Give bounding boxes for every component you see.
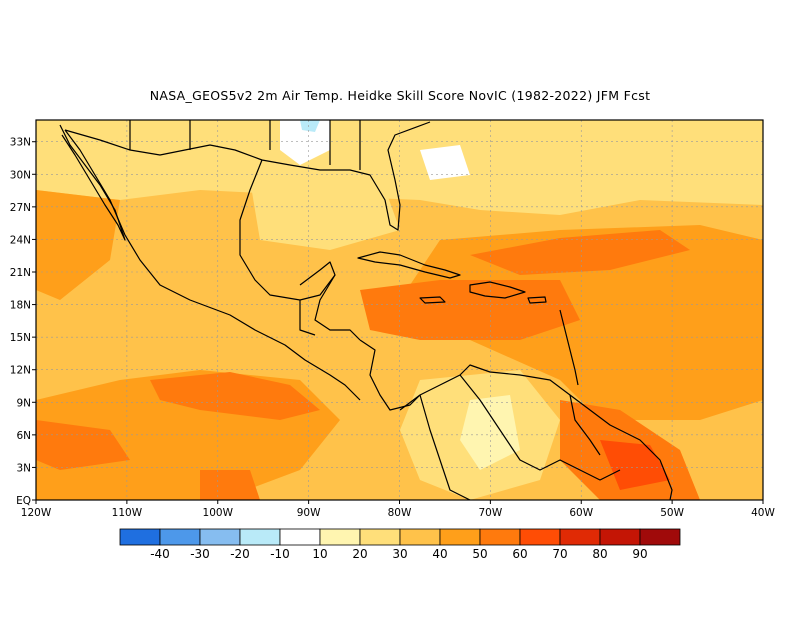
yucatan [314, 274, 361, 341]
us-gulf-coast [261, 121, 431, 231]
field-patch-gulf-light [250, 175, 400, 250]
field-patch-caribbean [360, 280, 580, 340]
colorbar-label: 50 [472, 547, 487, 561]
colorbar-label: 80 [592, 547, 607, 561]
lon-tick-label: 70W [479, 507, 503, 519]
jamaica [419, 296, 446, 304]
colorbar-label: 60 [512, 547, 527, 561]
colorbar-swatch [439, 528, 481, 546]
lat-tick-label: 27N [10, 202, 31, 214]
colorbar-swatch [559, 528, 601, 546]
colorbar-label: 10 [312, 547, 327, 561]
colorbar-swatch [199, 528, 241, 546]
puerto-rico [527, 296, 547, 304]
guatemala-border [299, 300, 316, 336]
colorbar-swatch [519, 528, 561, 546]
colorbar-swatch [319, 528, 361, 546]
field-patch-equator-deep [200, 470, 260, 500]
lon-tick-label: 60W [569, 507, 593, 519]
south-america-border-1 [419, 394, 471, 500]
lat-tick-label: 18N [10, 300, 31, 312]
colorbar: -40 -30 -20 -10 10 20 30 40 50 60 70 80 90 [119, 528, 681, 561]
lon-tick-label: 100W [203, 507, 234, 519]
colorbar-label: 70 [552, 547, 567, 561]
lon-tick-label: 50W [660, 507, 684, 519]
lat-tick-label: 24N [10, 234, 31, 246]
south-america-north-coast [399, 364, 673, 500]
colorbar-swatch [599, 528, 641, 546]
colorbar-swatch [239, 528, 281, 546]
lat-tick-label: 33N [10, 137, 31, 149]
field-patch-blue-north [300, 120, 320, 132]
colorbar-swatch [479, 528, 521, 546]
cuba [357, 251, 461, 279]
lon-tick-label: 110W [112, 507, 143, 519]
coastlines [59, 120, 673, 500]
mexico-us-border [64, 129, 263, 161]
lesser-antilles [559, 309, 579, 386]
field-patch-equator [36, 420, 130, 470]
central-america-caribbean [359, 339, 421, 411]
field-patch-atlantic-band [470, 230, 690, 275]
field-patch-pacific-deep [150, 372, 320, 420]
colorbar-swatch [639, 528, 681, 546]
colorbar-label: -30 [190, 547, 210, 561]
lon-tick-label: 80W [388, 507, 412, 519]
field-patch-south-america-pale [460, 395, 520, 470]
lat-tick-label: EQ [16, 495, 31, 507]
latitude-labels: 33N 30N 27N 24N 21N 18N 15N 12N 9N 6N 3N EQ [10, 137, 36, 507]
field-patch-white-north [280, 120, 330, 165]
lat-tick-label: 12N [10, 365, 31, 377]
lat-tick-label: 21N [10, 267, 31, 279]
map-title: NASA_GEOS5v2 2m Air Temp. Heidke Skill S… [149, 88, 651, 103]
colorbar-swatch [279, 528, 321, 546]
lat-tick-label: 3N [16, 462, 31, 474]
hispaniola [469, 281, 526, 299]
field-patch-white-east [420, 145, 470, 180]
south-america-border-2 [459, 374, 621, 481]
lat-tick-label: 6N [16, 430, 31, 442]
lat-tick-label: 30N [10, 169, 31, 181]
colorbar-label: 40 [432, 547, 447, 561]
lon-tick-label: 90W [297, 507, 321, 519]
south-america-border-3 [569, 394, 601, 456]
field-patch-west [36, 190, 120, 300]
us-state-lines [129, 120, 361, 170]
colorbar-swatch [399, 528, 441, 546]
lon-tick-label: 40W [751, 507, 775, 519]
colorbar-label: 90 [632, 547, 647, 561]
lon-tick-label: 120W [21, 507, 52, 519]
gulf-of-mexico-coast [239, 159, 336, 301]
baja-peninsula [59, 124, 126, 241]
colorbar-label: 20 [352, 547, 367, 561]
colorbar-swatch [119, 528, 161, 546]
lat-tick-label: 9N [16, 397, 31, 409]
colorbar-label: 30 [392, 547, 407, 561]
mexico-pacific-coast [64, 129, 361, 401]
colorbar-label: -20 [230, 547, 250, 561]
colorbar-label: -10 [270, 547, 290, 561]
lat-tick-label: 15N [10, 332, 31, 344]
colorbar-swatch [159, 528, 201, 546]
colorbar-label: -40 [150, 547, 170, 561]
longitude-labels: 120W 110W 100W 90W 80W 70W 60W 50W 40W [21, 500, 775, 519]
colorbar-swatch [359, 528, 401, 546]
